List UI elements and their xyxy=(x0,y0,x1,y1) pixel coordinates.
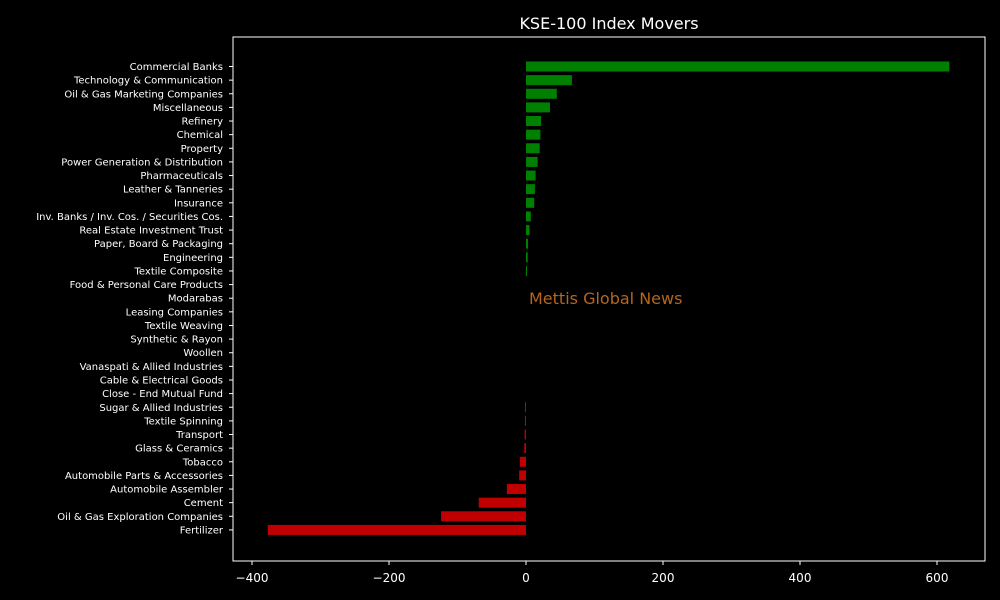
bar-miscellaneous xyxy=(526,102,550,113)
plot-area-frame xyxy=(232,36,986,562)
x-tick-label: 0 xyxy=(522,571,530,585)
y-tick-label: Oil & Gas Exploration Companies xyxy=(57,512,223,523)
y-tick-label: Property xyxy=(181,144,223,155)
bar-chemical xyxy=(526,129,541,140)
x-tick-label: 600 xyxy=(926,571,949,585)
y-tick-label: Inv. Banks / Inv. Cos. / Securities Cos. xyxy=(36,212,223,223)
bar-tobacco xyxy=(519,456,526,467)
x-tick-label: −400 xyxy=(236,571,269,585)
bar-property xyxy=(526,143,540,154)
bar-technology-communication xyxy=(526,75,572,86)
x-tick-label: −200 xyxy=(373,571,406,585)
y-tick-label: Woollen xyxy=(183,348,223,359)
y-tick-label: Synthetic & Rayon xyxy=(130,335,223,346)
y-tick-label: Engineering xyxy=(163,253,223,264)
y-tick-label: Pharmaceuticals xyxy=(140,171,223,182)
bar-sugar-allied-industries xyxy=(524,402,526,413)
bar-leather-tanneries xyxy=(526,184,535,195)
y-tick-label: Close - End Mutual Fund xyxy=(102,389,223,400)
bar-pharmaceuticals xyxy=(526,170,536,181)
x-tick-label: 200 xyxy=(652,571,675,585)
y-tick-label: Transport xyxy=(175,430,223,441)
y-tick-label: Automobile Parts & Accessories xyxy=(65,471,223,482)
y-tick-label: Real Estate Investment Trust xyxy=(79,226,223,237)
y-tick-label: Vanaspati & Allied Industries xyxy=(80,362,223,373)
bar-glass-ceramics xyxy=(524,443,526,454)
watermark-annotation: Mettis Global News xyxy=(529,289,682,308)
y-tick-label: Power Generation & Distribution xyxy=(61,157,223,168)
bar-oil-gas-marketing-companies xyxy=(526,88,557,99)
chart-title: KSE-100 Index Movers xyxy=(519,14,698,33)
y-tick-label: Refinery xyxy=(182,117,224,128)
y-tick-label: Food & Personal Care Products xyxy=(70,280,223,291)
y-tick-label: Cement xyxy=(184,498,223,509)
bar-power-generation-distribution xyxy=(526,156,538,167)
bar-refinery xyxy=(526,116,542,127)
y-tick-label: Chemical xyxy=(177,130,223,141)
y-tick-label: Textile Spinning xyxy=(143,416,223,427)
bar-real-estate-investment-trust xyxy=(526,225,530,236)
y-tick-labels: Commercial Banks Technology & Communicati… xyxy=(36,62,233,536)
y-tick-label: Cable & Electrical Goods xyxy=(100,375,223,386)
y-tick-label: Tobacco xyxy=(182,457,223,468)
y-tick-label: Textile Weaving xyxy=(144,321,223,332)
y-tick-label: Leather & Tanneries xyxy=(123,185,223,196)
bar-insurance xyxy=(526,197,535,208)
bars-layer xyxy=(267,61,950,535)
bar-textile-spinning xyxy=(524,415,526,426)
bar-commercial-banks xyxy=(526,61,950,72)
y-tick-label: Textile Composite xyxy=(134,266,223,277)
y-tick-label: Commercial Banks xyxy=(130,62,223,73)
y-tick-label: Leasing Companies xyxy=(126,307,223,318)
bar-automobile-parts-accessories xyxy=(519,470,526,481)
y-tick-label: Oil & Gas Marketing Companies xyxy=(64,89,223,100)
bar-transport xyxy=(524,429,526,440)
y-tick-label: Technology & Communication xyxy=(73,76,223,87)
bar-engineering xyxy=(526,252,528,263)
y-tick-label: Sugar & Allied Industries xyxy=(99,403,223,414)
y-tick-label: Insurance xyxy=(174,198,223,209)
bar-automobile-assembler xyxy=(506,484,526,495)
bar-textile-composite xyxy=(526,265,528,276)
y-tick-label: Paper, Board & Packaging xyxy=(94,239,223,250)
x-tick-label: 400 xyxy=(789,571,812,585)
bar-cement xyxy=(478,497,526,508)
bar-fertilizer xyxy=(267,524,526,535)
bar-paper-board-packaging xyxy=(526,238,529,249)
y-tick-label: Automobile Assembler xyxy=(110,485,224,496)
y-tick-label: Miscellaneous xyxy=(153,103,223,114)
y-tick-label: Glass & Ceramics xyxy=(135,444,223,455)
y-tick-label: Modarabas xyxy=(168,294,223,305)
y-tick-label: Fertilizer xyxy=(180,525,224,536)
bar-inv-banks-inv-cos-securities-cos xyxy=(526,211,531,222)
x-axis: −400 −200 0 200 400 600 xyxy=(236,561,949,585)
bar-oil-gas-exploration-companies xyxy=(441,511,526,522)
